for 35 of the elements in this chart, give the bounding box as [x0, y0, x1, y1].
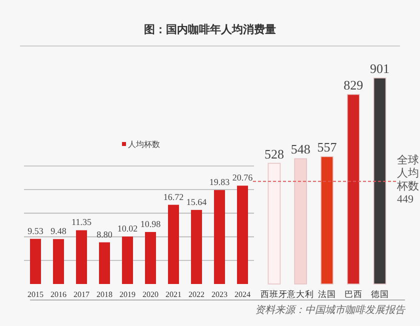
chart-title: 图：国内咖啡年人均消费量	[144, 23, 276, 36]
legend: 人均杯数	[122, 140, 160, 149]
data-label: 528	[264, 146, 284, 162]
data-label: 557	[317, 140, 338, 155]
data-label: 829	[344, 77, 364, 92]
data-label: 10.98	[140, 218, 162, 229]
x-tick-label: 2023	[212, 290, 228, 299]
x-tick-label: 2019	[120, 290, 136, 299]
x-tick-label: 西班牙	[260, 289, 288, 299]
data-label: 9.48	[50, 226, 67, 236]
data-label: 16.72	[163, 192, 184, 202]
data-label: 901	[370, 61, 390, 76]
data-label: 20.76	[232, 172, 254, 183]
x-tick-label: 2018	[96, 290, 112, 299]
text: 资料来源：中国城市咖啡发展报告	[255, 304, 406, 316]
x-tick-label: 2024	[234, 290, 250, 299]
x-tick-label: 2015	[28, 290, 44, 299]
x-tick-label: 意大利	[286, 289, 314, 299]
data-label: 548	[290, 142, 310, 157]
x-tick-label: 2022	[188, 290, 204, 299]
data-label: 15.64	[186, 196, 208, 207]
data-label: 10.02	[117, 224, 138, 234]
x-tick-label: 2021	[166, 290, 182, 299]
ref-line-label: 全球人均杯数449	[396, 153, 419, 206]
x-tick-label: 法国	[318, 289, 336, 299]
data-label: 19.83	[209, 177, 230, 188]
data-label: 9.53	[28, 226, 44, 236]
x-tick-label: 2016	[50, 290, 66, 299]
x-tick-label: 巴西	[344, 289, 362, 299]
data-label: 8.80	[96, 229, 113, 240]
data-label: 11.35	[72, 217, 92, 228]
legend-label: 人均杯数	[128, 140, 160, 149]
x-tick-label: 2020	[142, 290, 158, 299]
x-tick-label: 德国	[370, 289, 389, 299]
x-tick-label: 2017	[74, 290, 90, 299]
